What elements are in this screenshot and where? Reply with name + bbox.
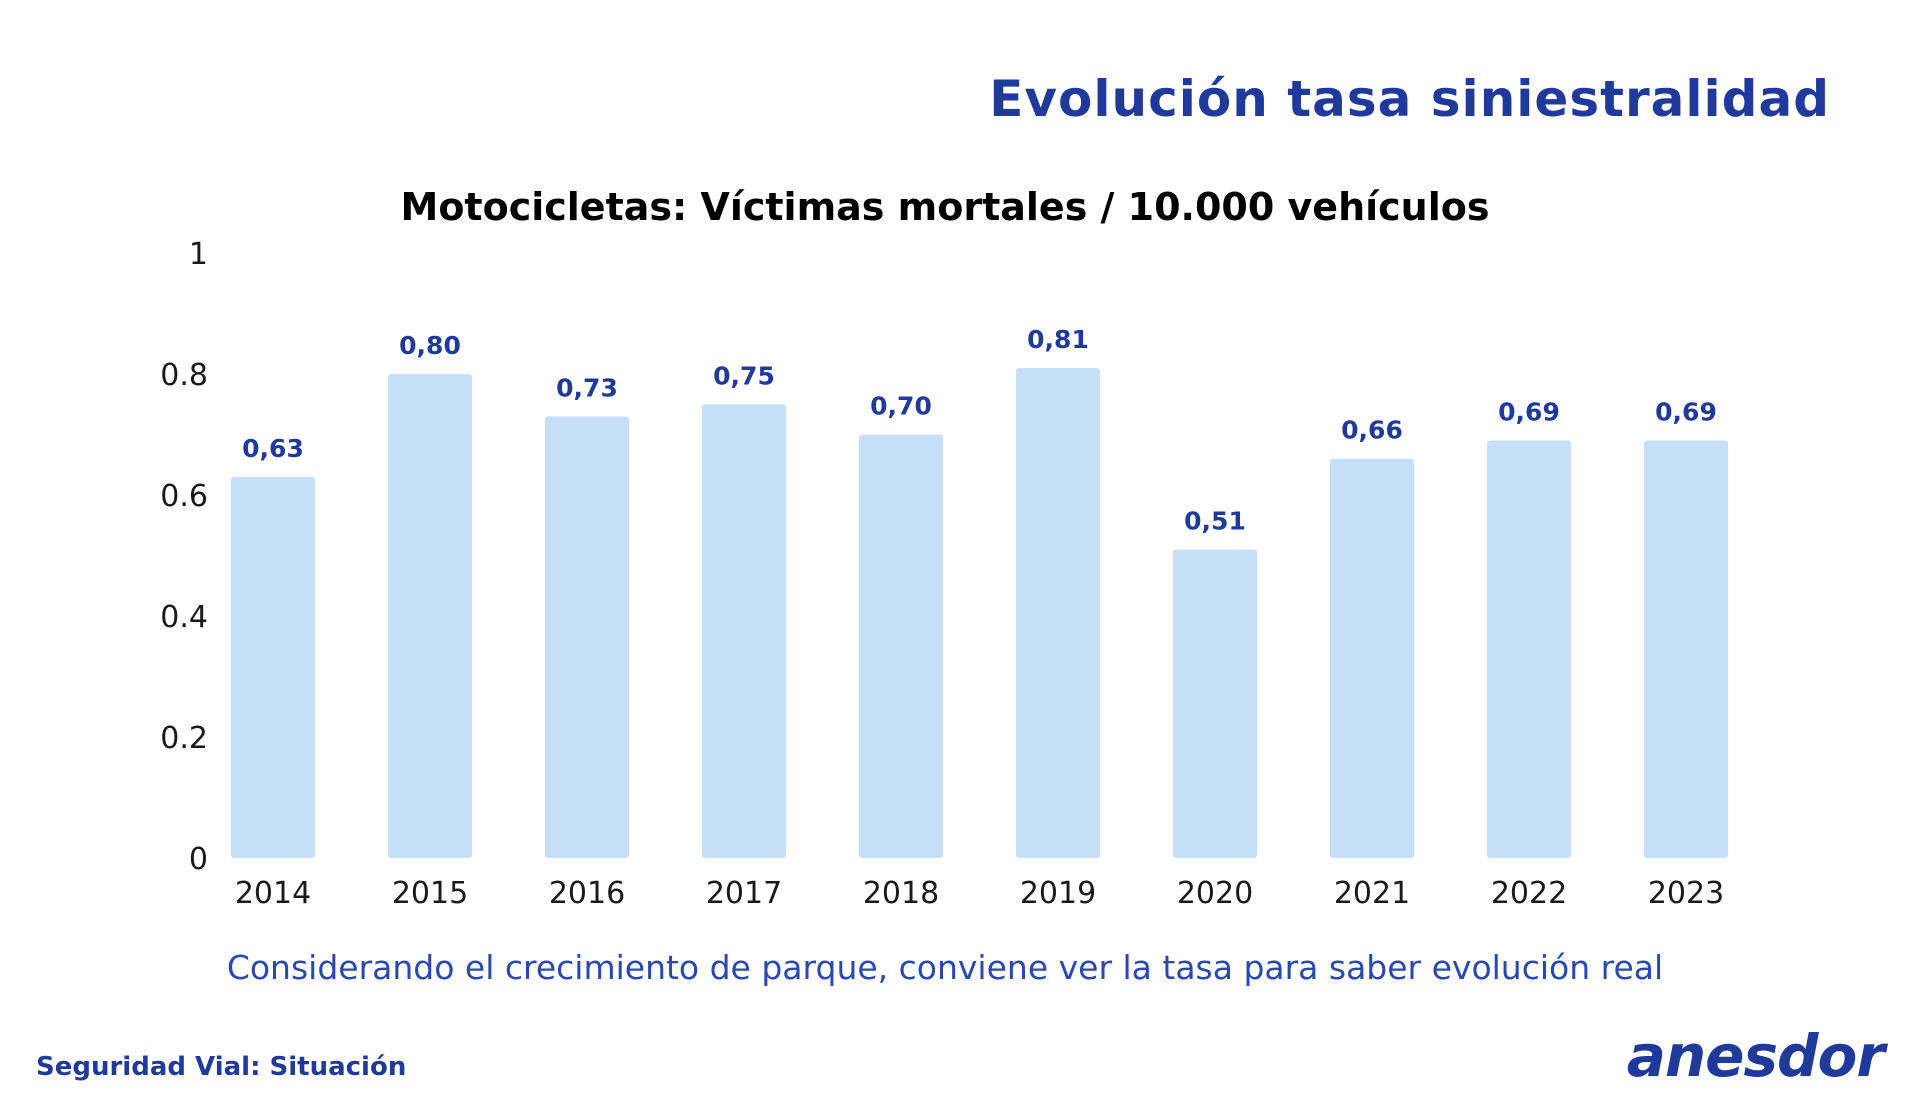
data-label-2023: 0,69 (1655, 398, 1717, 427)
y-tick-label: 0.6 (160, 479, 208, 514)
data-label-2016: 0,73 (556, 373, 618, 402)
x-tick-label-2014: 2014 (235, 876, 311, 911)
y-tick-label: 0.8 (160, 358, 208, 393)
bar-2015 (388, 374, 472, 858)
x-tick-label-2017: 2017 (706, 876, 782, 911)
data-label-2022: 0,69 (1498, 398, 1560, 427)
slide-title: Evolución tasa siniestralidad (989, 70, 1830, 128)
bar-2014 (231, 476, 315, 858)
x-tick-label-2018: 2018 (863, 876, 939, 911)
bar-2022 (1487, 440, 1571, 858)
y-tick-label: 0.2 (160, 721, 208, 756)
data-label-2017: 0,75 (713, 361, 775, 390)
bar-2023 (1644, 440, 1728, 858)
y-tick-label: 0 (189, 842, 208, 877)
bar-2018 (859, 434, 943, 858)
data-label-2019: 0,81 (1027, 325, 1089, 354)
x-tick-label-2016: 2016 (549, 876, 625, 911)
bar-2017 (702, 404, 786, 858)
y-tick-label: 0.4 (160, 600, 208, 635)
x-tick-label-2023: 2023 (1648, 876, 1724, 911)
y-axis: 0 0.2 0.4 0.6 0.8 1 (160, 237, 208, 877)
bar-chart: Motocicletas: Víctimas mortales / 10.000… (160, 185, 1728, 911)
chart-title: Motocicletas: Víctimas mortales / 10.000… (401, 185, 1490, 229)
data-label-2021: 0,66 (1341, 416, 1403, 445)
data-label-2014: 0,63 (242, 434, 304, 463)
data-label-2020: 0,51 (1184, 506, 1246, 535)
y-tick-label: 1 (189, 237, 208, 272)
bar-2021 (1330, 458, 1414, 858)
footer-label: Seguridad Vial: Situación (36, 1052, 407, 1082)
data-label-2015: 0,80 (399, 331, 461, 360)
chart-note: Considerando el crecimiento de parque, c… (226, 948, 1664, 987)
x-tick-label-2015: 2015 (392, 876, 468, 911)
bar-2016 (545, 416, 629, 858)
bar-series: 0,63 0,80 0,73 0,75 0,70 0,81 0,51 0,66 0,69 0,69 (231, 325, 1728, 858)
x-tick-label-2020: 2020 (1177, 876, 1253, 911)
anesdor-logo: anesdor (1626, 1022, 1885, 1090)
x-tick-label-2019: 2019 (1020, 876, 1096, 911)
bar-2019 (1016, 367, 1100, 858)
x-tick-label-2022: 2022 (1491, 876, 1567, 911)
bar-2020 (1173, 549, 1257, 858)
data-label-2018: 0,70 (870, 392, 932, 421)
x-tick-label-2021: 2021 (1334, 876, 1410, 911)
x-axis: 2014 2015 2016 2017 2018 2019 2020 2021 2022 2023 (235, 876, 1724, 911)
